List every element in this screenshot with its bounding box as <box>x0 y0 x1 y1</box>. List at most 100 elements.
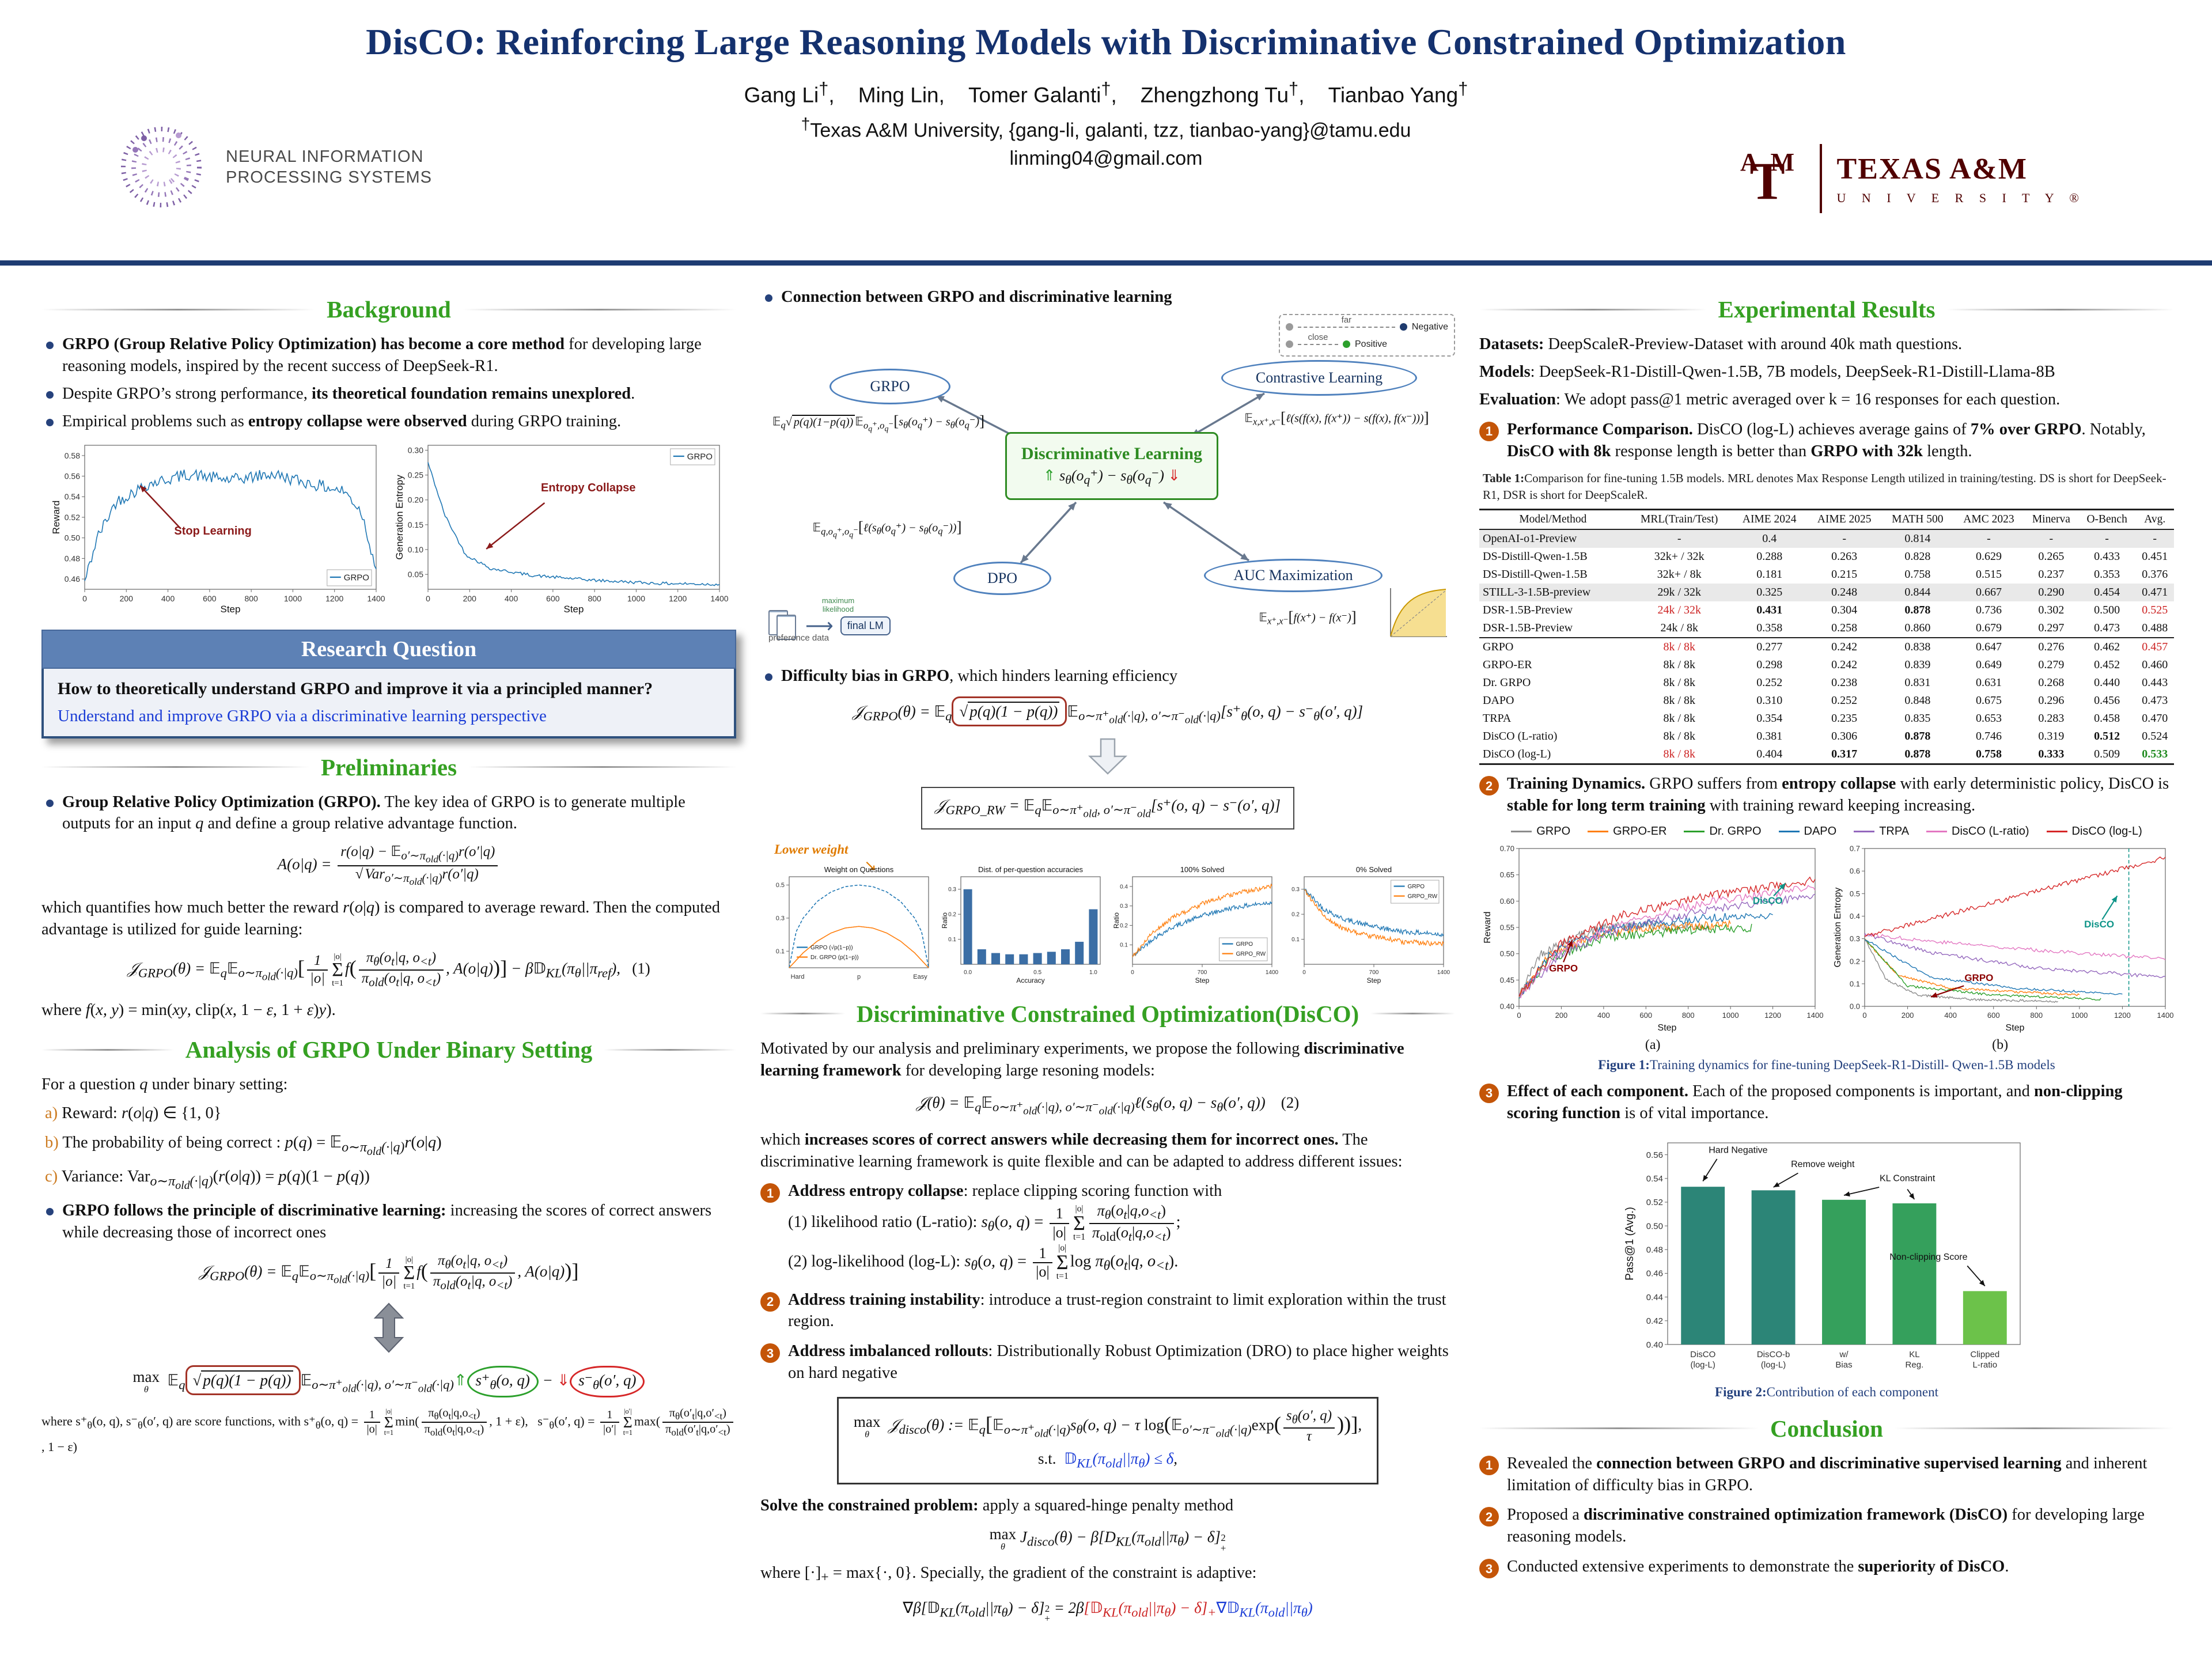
table-cell: 0.746 <box>1975 730 2002 743</box>
difficulty-mini-charts: Lower weight ↘ 0.1 0.3 0.5 Weight on Questi… <box>760 842 1455 985</box>
effect-text: Effect of each component. Each of the pr… <box>1507 1082 2123 1122</box>
positive-label: Positive <box>1355 339 1388 349</box>
svg-text:Bias: Bias <box>1835 1360 1852 1370</box>
table-cell: 0.440 <box>2094 676 2120 690</box>
table-row: DisCO (L-ratio) 8k / 8k 0.381 0.306 0.878 0.7… <box>1479 728 2174 745</box>
disco-item-2-text: Address training instability: introduce … <box>788 1290 1446 1331</box>
table-cell: 0.319 <box>2038 730 2065 743</box>
close-label: close <box>1308 332 1328 342</box>
item-number-badge: 2 <box>1479 1507 1499 1527</box>
svg-text:Accuracy: Accuracy <box>1016 976 1044 984</box>
legend-color-swatch <box>1684 830 1705 833</box>
svg-text:Pass@1 (Avg.): Pass@1 (Avg.) <box>1624 1207 1636 1281</box>
svg-text:800: 800 <box>244 594 258 603</box>
legend-entry: TRPA <box>1854 825 1909 838</box>
table-cell: 0.473 <box>2142 694 2168 707</box>
legend-label: DisCO (L-ratio) <box>1952 824 2029 838</box>
far-line: far <box>1298 315 1395 328</box>
table-cell: 0.325 <box>1756 586 1783 599</box>
svg-text:Entropy Collapse: Entropy Collapse <box>541 482 635 494</box>
svg-text:1000: 1000 <box>627 594 645 603</box>
svg-text:1400: 1400 <box>367 594 385 603</box>
maximum-likelihood-label: maximum likelihood <box>821 596 855 613</box>
table-cell: 0.679 <box>1975 622 2002 635</box>
svg-text:0.54: 0.54 <box>1646 1174 1663 1184</box>
table-cell: 0.835 <box>1904 712 1931 725</box>
lower-weight-arrow-icon: ↘ <box>864 857 877 874</box>
svg-text:Generation Entropy: Generation Entropy <box>394 474 405 559</box>
disco-flexibility-note: which increases scores of correct answer… <box>760 1130 1403 1171</box>
svg-text:0.1: 0.1 <box>1120 942 1128 949</box>
table-cell: 0.381 <box>1756 730 1783 743</box>
table-cell: 32k+ / 32k <box>1654 550 1705 563</box>
table-cell: 0.458 <box>2094 712 2120 725</box>
item-number-badge: 3 <box>1479 1083 1499 1103</box>
table-row: DS-Distill-Qwen-1.5B 32k+ / 8k 0.181 0.215 0… <box>1479 566 2174 584</box>
legend-entry: GRPO-ER <box>1588 825 1666 838</box>
figure-1-panels: 0.40 0.45 0.50 0.55 0.60 0.65 0.70 0 200 400 600 80… <box>1479 843 2174 1032</box>
table-cell: - <box>1987 532 1991 546</box>
preference-data-label: preference data <box>768 632 830 643</box>
svg-text:Clipped: Clipped <box>1970 1350 1999 1359</box>
svg-text:0.46: 0.46 <box>1646 1268 1663 1278</box>
table-cell: 0.878 <box>1904 748 1931 761</box>
table-cell: 0.252 <box>1831 694 1858 707</box>
figure-1: GRPO GRPO-ER Dr. GRPO DAPO TRPA DisCO (L-rati… <box>1479 825 2174 1073</box>
svg-text:0.40: 0.40 <box>1646 1340 1663 1350</box>
svg-text:Ratio: Ratio <box>1112 912 1120 928</box>
table-cell: 0.649 <box>1975 658 2002 672</box>
table-cell: 0.629 <box>1975 550 2002 563</box>
svg-text:0.50: 0.50 <box>1500 949 1514 958</box>
discriminative-formula: ⇑ sθ(oq⁺) − sθ(oq⁻) ⇓ <box>1043 467 1181 487</box>
table-cell: 0.667 <box>1975 586 2002 599</box>
svg-text:Weight on Questions: Weight on Questions <box>824 865 894 874</box>
diagram-node-grpo: GRPO <box>830 368 950 404</box>
section-heading-analysis: Analysis of GRPO Under Binary Setting <box>41 1036 736 1063</box>
final-lm-box: final LM <box>840 616 891 636</box>
close-positive-row: close Positive <box>1286 332 1448 353</box>
table-column-header: AIME 2024 <box>1732 509 1807 531</box>
analysis-heading-label: Analysis of GRPO Under Binary Setting <box>185 1036 593 1063</box>
table-cell: 0.333 <box>2038 748 2065 761</box>
performance-item: 1 Performance Comparison. DisCO (log-L) a… <box>1479 419 2174 463</box>
table-cell: 0.647 <box>1953 637 2024 657</box>
svg-text:0.10: 0.10 <box>408 544 423 554</box>
disco-objective-equation: max θ 𝒥disco(θ) := 𝔼q[𝔼o∼π⁺old(·|q)sθ(o, … <box>853 1408 1362 1444</box>
results-table: Model/Method MRL(Train/Test) AIME 2024 AIME… <box>1479 509 2174 766</box>
reward-dynamics-chart: 0.40 0.45 0.50 0.55 0.60 0.65 0.70 0 200 400 600 80… <box>1482 843 1824 1032</box>
table-cell: 0.848 <box>1904 694 1931 707</box>
weight-on-questions-chart: 0.1 0.3 0.5 Weight on Questions GRPO (√p(1−p… <box>767 863 933 985</box>
lower-weight-annotation: Lower weight <box>774 842 849 857</box>
svg-text:(log-L): (log-L) <box>1691 1360 1715 1370</box>
svg-text:1400: 1400 <box>1437 969 1450 976</box>
conclusion-item-3: 3 Conducted extensive experiments to demo… <box>1479 1556 2174 1579</box>
figure-2-wrap: 0.40 0.42 0.44 0.46 0.48 0.50 0.52 0.54 0.56 Pass… <box>1479 1132 2174 1380</box>
legend-color-swatch <box>2046 830 2067 833</box>
svg-text:Non-clipping Score: Non-clipping Score <box>1889 1252 1967 1262</box>
table-cell: 0.433 <box>2094 550 2120 563</box>
table-cell: 0.509 <box>2094 748 2120 761</box>
legend-label: DAPO <box>1804 824 1837 838</box>
svg-text:0.3: 0.3 <box>1120 903 1128 910</box>
svg-text:700: 700 <box>1369 969 1379 976</box>
svg-text:1400: 1400 <box>1807 1011 1824 1020</box>
svg-text:0.25: 0.25 <box>408 470 423 479</box>
table-column-header: Minerva <box>2024 509 2078 531</box>
table-cell: - <box>1842 532 1846 546</box>
table-cell: 0.242 <box>1831 658 1858 672</box>
table-cell: - <box>2105 532 2109 546</box>
disco-objective-box: max θ 𝒥disco(θ) := 𝔼q[𝔼o∼π⁺old(·|q)sθ(o, … <box>836 1397 1379 1484</box>
svg-text:0.52: 0.52 <box>1646 1198 1663 1207</box>
panel-b-label: (b) <box>1992 1037 2009 1052</box>
svg-text:GRPO: GRPO <box>344 573 369 582</box>
table-cell: 0.814 <box>1904 532 1931 546</box>
item-number-badge: 1 <box>760 1183 780 1203</box>
svg-text:0.2: 0.2 <box>948 911 956 918</box>
svg-text:1000: 1000 <box>284 594 302 603</box>
positive-dot <box>1343 340 1350 349</box>
svg-text:w/: w/ <box>1839 1350 1849 1359</box>
svg-text:200: 200 <box>1902 1011 1914 1020</box>
svg-text:400: 400 <box>1597 1011 1610 1020</box>
background-heading-label: Background <box>327 296 451 323</box>
table-cell: 0.431 <box>1756 604 1783 617</box>
